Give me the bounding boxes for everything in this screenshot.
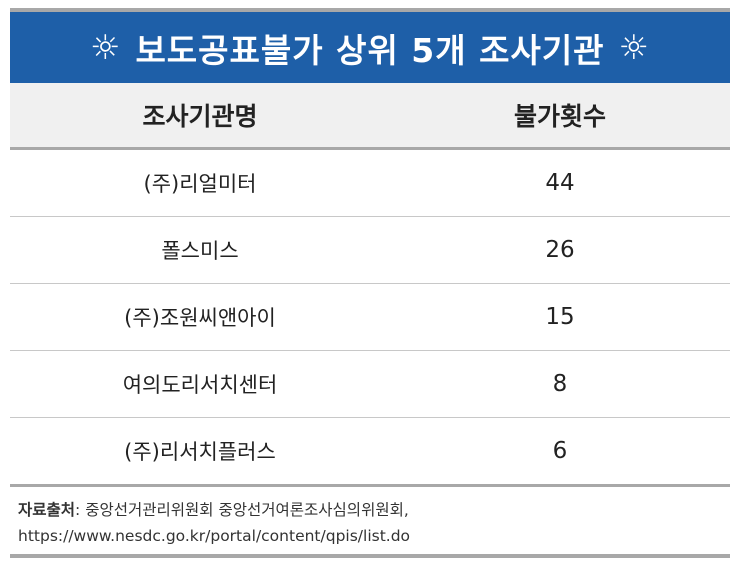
table-row: (주)리서치플러스 6 <box>10 418 730 487</box>
table-header: 조사기관명 불가횟수 <box>10 83 730 150</box>
title-text: 보도공표불가 상위 5개 조사기관 <box>135 30 605 70</box>
source-url[interactable]: https://www.nesdc.go.kr/portal/content/q… <box>18 527 411 545</box>
bottom-rule <box>10 554 730 558</box>
source-separator: : <box>75 501 86 519</box>
sun-icon: ☼ <box>618 27 651 68</box>
top-rule <box>10 8 730 12</box>
source-label: 자료출처 <box>18 501 76 519</box>
table-title: ☼ 보도공표불가 상위 5개 조사기관 ☼ <box>10 12 730 83</box>
agency-name: 여의도리서치센터 <box>122 373 278 397</box>
rejection-count: 44 <box>545 170 575 196</box>
header-count: 불가횟수 <box>513 102 606 131</box>
rejection-count: 26 <box>545 237 575 263</box>
agency-name: 폴스미스 <box>161 239 239 263</box>
table-row: 여의도리서치센터 8 <box>10 351 730 418</box>
agency-name: (주)조원씨앤아이 <box>124 306 276 330</box>
source-note: 자료출처: 중앙선거관리위원회 중앙선거여론조사심의위원회, https://w… <box>10 487 730 549</box>
rejection-count: 15 <box>545 304 575 330</box>
table-row: (주)조원씨앤아이 15 <box>10 284 730 351</box>
agency-name: (주)리얼미터 <box>143 172 257 196</box>
sun-icon: ☼ <box>89 27 122 68</box>
source-text: 중앙선거관리위원회 중앙선거여론조사심의위원회, <box>85 501 409 519</box>
table-row: 폴스미스 26 <box>10 217 730 284</box>
rejection-count: 8 <box>552 371 568 397</box>
table-row: (주)리얼미터 44 <box>10 150 730 217</box>
header-agency: 조사기관명 <box>142 102 258 131</box>
agency-name: (주)리서치플러스 <box>124 440 276 464</box>
table-container: ☼ 보도공표불가 상위 5개 조사기관 ☼ 조사기관명 불가횟수 (주)리얼미터… <box>10 8 730 549</box>
rejection-count: 6 <box>552 438 568 464</box>
